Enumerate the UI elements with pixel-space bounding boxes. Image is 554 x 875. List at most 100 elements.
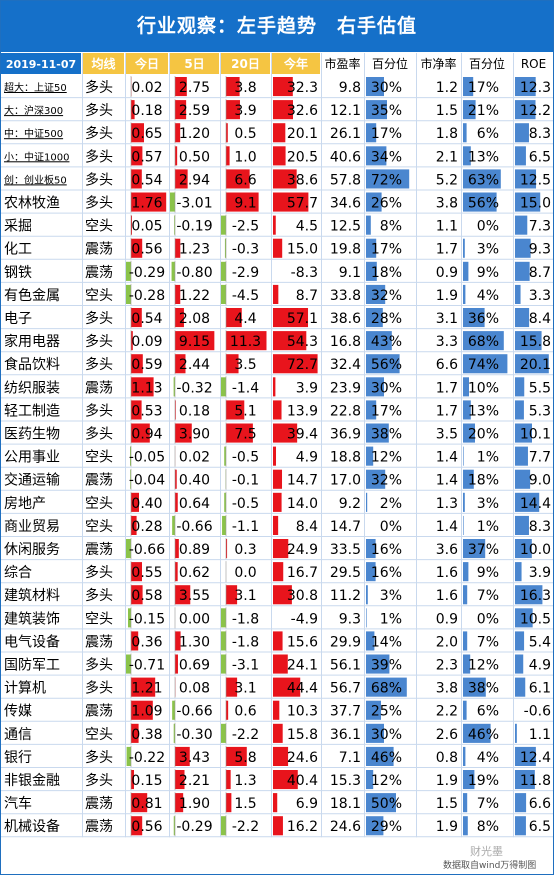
cell-ytd: 13.9 [287,403,318,419]
cell-d20: -2.2 [232,727,259,743]
cell-today: 0.58 [131,588,162,604]
bar-pe_pct [366,354,400,374]
bar-d5 [175,146,178,166]
cell-today: 0.56 [131,242,162,258]
bar-pb_pct [463,654,471,674]
cell-d5: 2.08 [179,311,210,327]
cell-pe_pct: 29% [371,819,402,835]
cell-today: -0.15 [129,611,165,627]
cell-pe: 36.1 [330,727,361,743]
bar-d20 [226,100,240,120]
bar-d20 [226,400,245,420]
cell-pe: 19.8 [330,242,361,258]
bar-d5 [175,585,191,605]
bar-today [125,261,131,281]
cell-pb_pct: 6% [477,704,499,720]
cell-pb_pct: 7% [477,634,499,650]
cell-roe: 14.4 [520,496,551,512]
cell-pe: 40.6 [330,149,361,165]
cell-name: 家用电器 [4,333,60,350]
bar-pb_pct [463,123,467,143]
bar-d20 [226,746,247,766]
bar-pb_pct [463,700,467,720]
cell-name: 国防军工 [4,658,60,674]
bar-pb_pct [463,169,501,189]
header-pb: 市净率 [420,56,456,71]
bar-d5 [175,492,178,512]
bar-d5 [175,539,179,559]
bar-today [131,700,153,720]
cell-pe: 36.9 [330,427,361,443]
cell-ytd: -4.9 [291,611,318,627]
cell-pb: 1.6 [436,588,458,604]
cell-d20: -0.5 [232,450,259,466]
cell-pb_pct: 74% [468,357,499,373]
cell-name: 电子 [4,311,32,327]
cell-pb_pct: 18% [468,473,499,489]
bar-pe_pct [366,631,375,651]
bar-d20 [226,308,242,328]
cell-today: 0.55 [131,565,162,581]
cell-d5: 3.43 [179,750,210,766]
bar-ytd [273,654,288,674]
bar-today [131,192,167,212]
bar-pb_pct [463,354,508,374]
cell-pe: 26.1 [330,126,361,142]
cell-pe: 15.3 [330,773,361,789]
cell-d20: 3.8 [234,80,256,96]
cell-pb: 3.6 [436,542,458,558]
cell-trend: 空头 [85,611,113,627]
cell-name: 交通运输 [4,472,60,489]
bar-pb_pct [463,331,504,351]
cell-d5: 9.15 [179,334,210,350]
bar-today [131,423,150,443]
bar-d5 [172,515,175,535]
cell-pe: 14.7 [330,519,361,535]
bar-ytd [273,169,297,189]
bar-roe [515,515,529,535]
cell-pe_pct: 1% [380,611,402,627]
cell-pb: 1.7 [436,403,458,419]
cell-trend: 多头 [85,657,113,674]
bar-roe [515,816,526,836]
cell-trend: 多头 [85,125,113,142]
cell-roe: 10.5 [520,611,551,627]
bar-pe_pct [366,284,386,304]
cell-today: -0.71 [129,658,165,674]
cell-ytd: 3.9 [296,380,318,396]
cell-ytd: 57.7 [287,196,318,212]
cell-name: 钢铁 [4,265,32,281]
bar-today [131,331,133,351]
header-pe_pct-bg [365,53,415,74]
cell-roe: 9.3 [529,242,551,258]
cell-pe_pct: 39% [371,658,402,674]
cell-d5: -0.32 [176,380,212,396]
cell-roe: 20.1 [520,357,551,373]
cell-pe: 11.2 [330,588,361,604]
bar-pe_pct [366,77,384,97]
bar-d5 [175,331,215,351]
cell-roe: 11.8 [520,773,551,789]
bar-d5 [175,423,192,443]
cell-trend: 震荡 [85,265,113,281]
cell-pe_pct: 17% [371,403,402,419]
cell-d5: 1.23 [179,242,210,258]
bar-today [128,608,131,628]
cell-d20: -2.2 [232,819,259,835]
bar-today [131,308,142,328]
bar-d20 [226,423,253,443]
cell-d5: 2.75 [179,80,210,96]
cell-pe_pct: 50% [371,796,402,812]
cell-pe_pct: 30% [371,380,402,396]
cell-roe: 5.4 [529,634,551,650]
cell-today: 1.76 [131,196,162,212]
bar-ytd [273,700,280,720]
cell-pe_pct: 12% [371,450,402,466]
cell-roe: 15.8 [520,334,551,350]
cell-ytd: 72.7 [287,357,318,373]
cell-today: 0.09 [131,334,162,350]
cell-ytd: 16.2 [287,819,318,835]
bar-roe [515,492,540,512]
bar-roe [515,677,526,697]
cell-pb: 1.2 [436,80,458,96]
